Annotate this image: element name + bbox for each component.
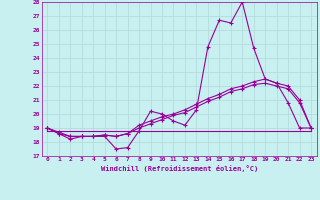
X-axis label: Windchill (Refroidissement éolien,°C): Windchill (Refroidissement éolien,°C) [100,165,258,172]
